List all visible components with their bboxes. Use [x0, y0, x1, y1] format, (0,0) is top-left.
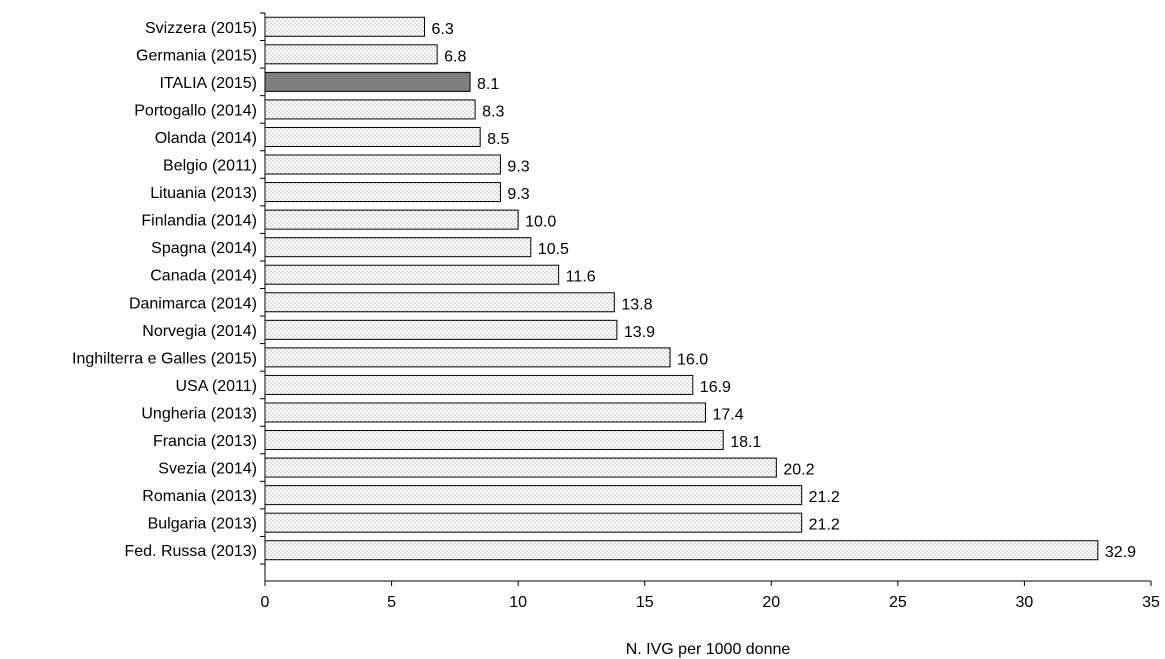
x-tick-label-4: 20 — [762, 594, 780, 611]
category-label-5: Belgio (2011) — [163, 158, 257, 175]
bar-19 — [264, 540, 1099, 561]
bar-6 — [264, 182, 501, 203]
category-label-16: Svezia (2014) — [158, 461, 257, 478]
category-label-4: Olanda (2014) — [155, 130, 257, 147]
bar-2 — [264, 71, 471, 92]
bar-18 — [264, 512, 803, 533]
x-tick-label-0: 0 — [261, 594, 270, 611]
bar-3 — [264, 99, 476, 120]
bar-11 — [264, 319, 618, 340]
bar-16 — [264, 457, 777, 478]
x-tick-label-2: 10 — [509, 594, 527, 611]
value-label-14: 17.4 — [712, 406, 743, 423]
bar-10 — [264, 292, 615, 313]
category-label-2: ITALIA (2015) — [159, 75, 257, 92]
category-label-13: USA (2011) — [175, 378, 257, 395]
x-tick-label-7: 35 — [1142, 594, 1160, 611]
value-label-5: 9.3 — [507, 159, 529, 176]
bar-7 — [264, 209, 519, 230]
category-label-11: Norvegia (2014) — [142, 323, 257, 340]
bar-13 — [264, 374, 694, 395]
category-label-15: Francia (2013) — [153, 433, 257, 450]
bar-15 — [264, 430, 724, 451]
value-label-3: 8.3 — [482, 103, 504, 120]
value-label-19: 32.9 — [1105, 544, 1136, 561]
x-tick-label-3: 15 — [636, 594, 654, 611]
value-label-18: 21.2 — [809, 517, 840, 534]
value-label-1: 6.8 — [444, 48, 466, 65]
x-tick-label-1: 5 — [387, 594, 396, 611]
value-label-12: 16.0 — [677, 351, 708, 368]
bar-1 — [264, 44, 438, 65]
bar-17 — [264, 485, 803, 506]
value-label-6: 9.3 — [507, 186, 529, 203]
x-tick-label-5: 25 — [889, 594, 907, 611]
category-label-8: Spagna (2014) — [151, 240, 257, 257]
value-label-2: 8.1 — [477, 76, 499, 93]
category-label-6: Lituania (2013) — [150, 185, 257, 202]
value-label-4: 8.5 — [487, 131, 509, 148]
category-label-19: Fed. Russa (2013) — [124, 543, 257, 560]
category-label-3: Portogallo (2014) — [134, 102, 257, 119]
bar-5 — [264, 154, 501, 175]
category-label-14: Ungheria (2013) — [141, 405, 257, 422]
value-label-9: 11.6 — [566, 269, 596, 286]
value-label-11: 13.9 — [624, 324, 655, 341]
value-label-10: 13.8 — [621, 296, 652, 313]
bars — [264, 16, 1099, 561]
bar-4 — [264, 126, 481, 147]
value-label-13: 16.9 — [700, 379, 731, 396]
category-label-0: Svizzera (2015) — [145, 20, 257, 37]
value-label-16: 20.2 — [783, 462, 814, 479]
category-label-10: Danimarca (2014) — [129, 295, 257, 312]
x-tick-label-6: 30 — [1016, 594, 1034, 611]
category-label-7: Finlandia (2014) — [141, 213, 257, 230]
bar-12 — [264, 347, 671, 368]
bar-9 — [264, 264, 560, 285]
category-label-17: Romania (2013) — [142, 488, 257, 505]
bar-14 — [264, 402, 706, 423]
bar-0 — [264, 16, 425, 37]
value-label-8: 10.5 — [538, 241, 569, 258]
category-label-18: Bulgaria (2013) — [148, 516, 257, 533]
value-label-15: 18.1 — [730, 434, 761, 451]
axes: Svizzera (2015) 6.3 Germania (2015) 6.8 ITAL… — [72, 12, 1160, 611]
value-label-0: 6.3 — [431, 21, 453, 38]
value-label-17: 21.2 — [809, 489, 840, 506]
bar-8 — [264, 237, 532, 258]
category-label-9: Canada (2014) — [150, 268, 257, 285]
value-label-7: 10.0 — [525, 214, 556, 231]
category-label-12: Inghilterra e Galles (2015) — [72, 350, 257, 367]
x-axis-title: N. IVG per 1000 donne — [626, 641, 791, 658]
category-label-1: Germania (2015) — [136, 47, 257, 64]
